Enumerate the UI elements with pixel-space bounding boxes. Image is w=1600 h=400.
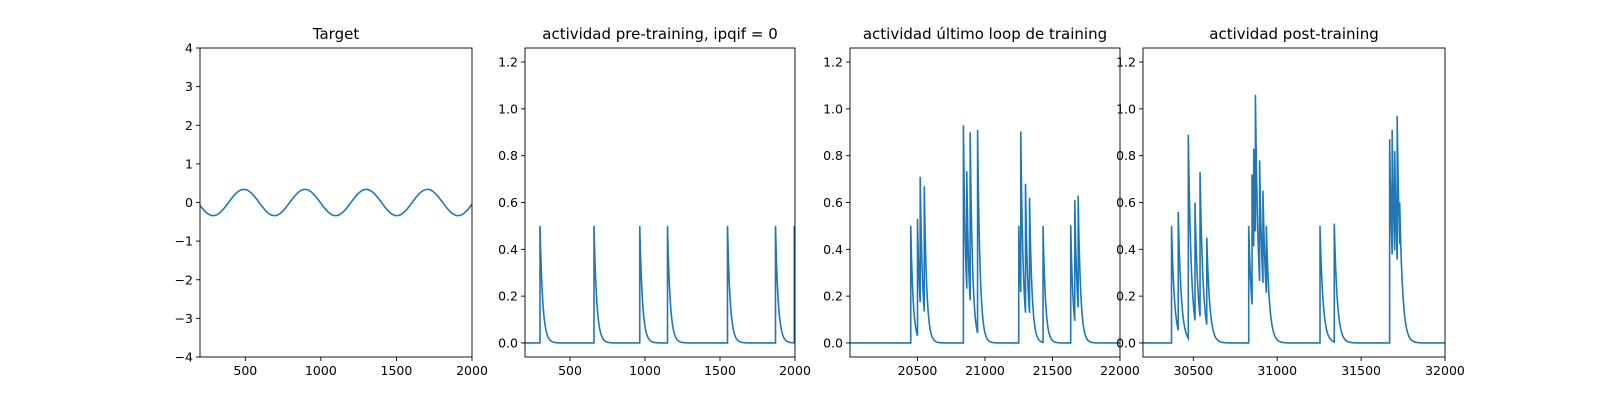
y-tick-label: −4 [175,350,193,365]
y-tick-label: 4 [185,41,193,56]
y-tick-label: 0.0 [1116,335,1136,350]
x-tick-label: 1500 [704,363,736,378]
y-tick-label: −1 [175,234,193,249]
series-line [200,188,472,217]
chart-panel-2: 500 1000 1500 2000 0.0 0.2 0.4 0.6 0.8 1.0 1.2 acti… [498,25,811,378]
x-tick-label: 22000 [1100,363,1140,378]
y-tick-label: 1.0 [823,101,843,116]
chart-title: actividad último loop de training [863,25,1107,43]
x-tick-label: 21500 [1033,363,1073,378]
series-line [1143,94,1445,344]
axes-frame [524,47,796,358]
x-tick-label: 2000 [779,363,811,378]
y-tick-label: 0.6 [823,195,843,210]
y-tick-label: 0.2 [498,289,518,304]
y-tick-label: 1.0 [498,101,518,116]
chart-title: actividad pre-training, ipqif = 0 [542,25,778,43]
y-tick-label: 0.8 [823,148,843,163]
y-tick-label: 0.6 [498,195,518,210]
y-tick-label: 0 [185,195,193,210]
y-tick-label: 0.0 [823,335,843,350]
chart-title: actividad post-training [1209,25,1378,43]
y-tick-label: 3 [185,79,193,94]
y-tick-label: 1.2 [498,55,518,70]
x-tick-label: 21000 [965,363,1005,378]
x-tick-label: 2000 [456,363,488,378]
chart-panel-1: 500 1000 1500 2000 −4 −3 −2 −1 0 1 2 3 4 Target [175,25,488,378]
x-tick-label: 31000 [1257,363,1297,378]
y-tick-label: 0.4 [1116,242,1136,257]
y-tick-label: 0.0 [498,335,518,350]
y-tick-label: 1 [185,156,193,171]
chart-title: Target [312,25,360,43]
chart-panel-3: 20500 21000 21500 22000 0.0 0.2 0.4 0.6 0.8 1.0 1.… [823,25,1140,378]
series-line [850,125,1120,344]
y-tick-label: 0.2 [823,289,843,304]
y-tick-label: −3 [175,311,193,326]
y-tick-label: 1.0 [1116,101,1136,116]
y-tick-label: 0.8 [498,148,518,163]
y-tick-label: 0.4 [498,242,518,257]
x-tick-label: 30500 [1173,363,1213,378]
y-tick-label: 2 [185,118,193,133]
axes-frame [849,47,1121,358]
y-tick-label: 0.4 [823,242,843,257]
y-tick-label: 0.2 [1116,289,1136,304]
chart-panel-4: 30500 31000 31500 32000 0.0 0.2 0.4 0.6 0.8 1.0 1.… [1116,25,1465,378]
y-tick-label: 1.2 [1116,55,1136,70]
x-tick-label: 20500 [898,363,938,378]
axes-frame [199,47,473,358]
y-tick-label: 0.6 [1116,195,1136,210]
x-tick-label: 32000 [1425,363,1465,378]
x-tick-label: 31500 [1341,363,1381,378]
x-tick-label: 500 [558,363,582,378]
y-tick-label: 1.2 [823,55,843,70]
x-tick-label: 1000 [305,363,337,378]
series-line [525,225,795,344]
x-tick-label: 1000 [629,363,661,378]
x-tick-label: 500 [233,363,257,378]
x-tick-label: 1500 [381,363,413,378]
y-tick-label: 0.8 [1116,148,1136,163]
y-tick-label: −2 [175,272,193,287]
